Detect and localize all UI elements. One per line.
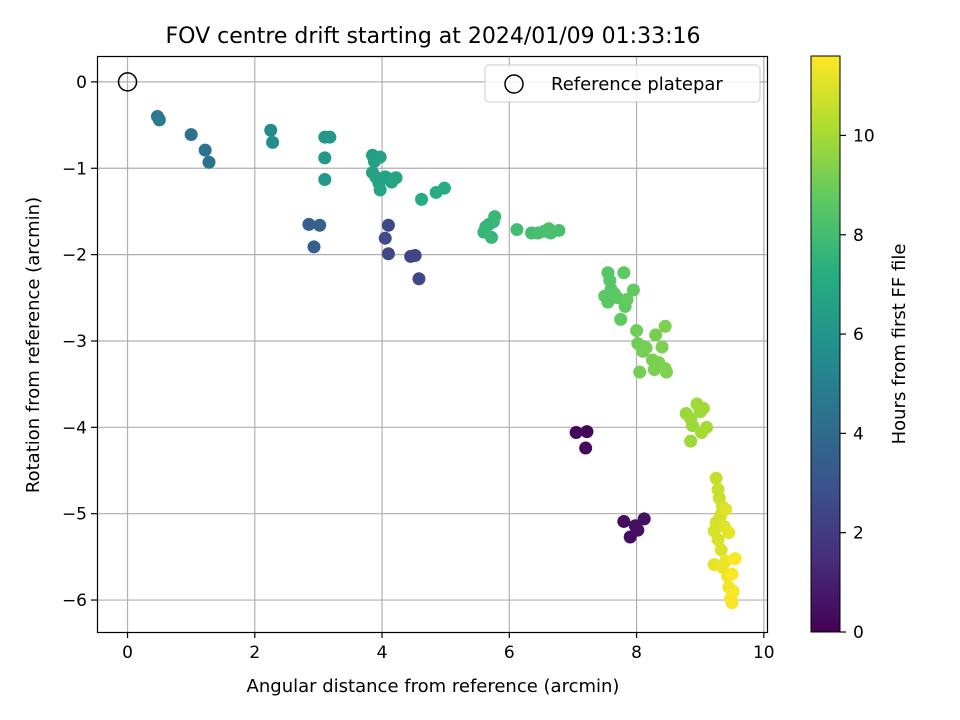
legend-marker bbox=[504, 74, 524, 94]
y-tick-label: 0 bbox=[76, 73, 87, 93]
data-point bbox=[725, 567, 739, 581]
data-point bbox=[510, 223, 524, 237]
data-point bbox=[579, 441, 593, 455]
y-tick-label: −6 bbox=[62, 591, 87, 611]
data-point bbox=[378, 231, 392, 245]
data-point bbox=[658, 319, 672, 333]
data-point bbox=[381, 218, 395, 232]
data-point bbox=[639, 341, 653, 355]
plot-frame bbox=[96, 55, 769, 634]
data-point bbox=[307, 240, 321, 254]
data-point bbox=[614, 312, 628, 326]
data-point bbox=[381, 247, 395, 261]
data-point bbox=[617, 266, 631, 280]
x-axis-ticks: 0 2 4 6 8 10 bbox=[122, 632, 775, 663]
colorbar-ticks: 0 2 4 6 8 10 bbox=[840, 126, 875, 643]
data-point bbox=[484, 230, 498, 244]
data-point bbox=[389, 171, 403, 185]
colorbar-tick-label: 4 bbox=[853, 424, 864, 444]
data-point bbox=[728, 552, 742, 566]
data-point bbox=[323, 130, 337, 144]
data-point bbox=[714, 543, 728, 557]
data-point bbox=[686, 419, 700, 433]
data-point bbox=[152, 113, 166, 127]
colorbar-tick-label: 2 bbox=[853, 524, 864, 544]
y-tick-label: −2 bbox=[62, 246, 87, 266]
data-point bbox=[313, 218, 327, 232]
x-tick-label: 0 bbox=[122, 643, 133, 663]
x-tick-label: 6 bbox=[504, 643, 515, 663]
data-point bbox=[266, 135, 280, 149]
data-point bbox=[552, 223, 566, 237]
data-point bbox=[711, 533, 725, 547]
data-point bbox=[719, 502, 733, 516]
chart-title: FOV centre drift starting at 2024/01/09 … bbox=[166, 24, 701, 49]
x-tick-label: 4 bbox=[377, 643, 388, 663]
colorbar-tick-label: 6 bbox=[853, 325, 864, 345]
data-point bbox=[659, 365, 673, 379]
data-point bbox=[709, 471, 723, 485]
data-point bbox=[633, 365, 647, 379]
data-point bbox=[631, 523, 645, 537]
x-tick-label: 2 bbox=[249, 643, 260, 663]
x-axis-label: Angular distance from reference (arcmin) bbox=[247, 676, 620, 697]
data-point bbox=[373, 150, 387, 164]
data-point bbox=[318, 151, 332, 165]
colorbar-tick-label: 8 bbox=[853, 226, 864, 246]
y-tick-label: −1 bbox=[62, 159, 87, 179]
colorbar-tick-label: 10 bbox=[853, 126, 875, 146]
data-point bbox=[637, 512, 651, 526]
data-point bbox=[722, 526, 736, 540]
data-point bbox=[569, 426, 583, 440]
data-point bbox=[302, 217, 316, 231]
data-point bbox=[630, 324, 644, 338]
data-point bbox=[649, 328, 663, 342]
data-point bbox=[412, 272, 426, 286]
y-axis-ticks: 0 −1 −2 −3 −4 −5 −6 bbox=[62, 73, 97, 611]
x-tick-label: 10 bbox=[753, 643, 775, 663]
y-tick-label: −3 bbox=[62, 332, 87, 352]
data-point bbox=[415, 192, 429, 206]
legend-label: Reference platepar bbox=[551, 74, 723, 95]
y-tick-label: −5 bbox=[62, 505, 87, 525]
data-point bbox=[725, 596, 739, 610]
data-point bbox=[488, 210, 502, 224]
data-point bbox=[373, 183, 387, 197]
legend: Reference platepar bbox=[484, 64, 761, 103]
data-point bbox=[620, 293, 634, 307]
data-point bbox=[264, 123, 278, 137]
y-axis-label: Rotation from reference (arcmin) bbox=[23, 197, 44, 493]
data-point bbox=[684, 434, 698, 448]
data-point bbox=[318, 172, 332, 186]
colorbar-gradient bbox=[810, 55, 841, 633]
data-point bbox=[726, 584, 740, 598]
data-point bbox=[184, 128, 198, 142]
data-point bbox=[626, 283, 640, 297]
x-tick-label: 8 bbox=[631, 643, 642, 663]
data-point bbox=[408, 248, 422, 262]
data-point bbox=[696, 401, 710, 415]
colorbar-tick-label: 0 bbox=[853, 623, 864, 643]
data-point bbox=[580, 425, 594, 439]
data-point bbox=[700, 420, 714, 434]
colorbar-label: Hours from first FF file bbox=[889, 244, 910, 445]
reference-point bbox=[117, 72, 138, 92]
data-point bbox=[198, 143, 212, 157]
data-point bbox=[617, 514, 631, 528]
data-point bbox=[437, 181, 451, 195]
data-point bbox=[655, 340, 669, 354]
y-tick-label: −4 bbox=[62, 418, 87, 438]
legend-box bbox=[484, 64, 761, 103]
data-points bbox=[150, 109, 742, 610]
data-point bbox=[202, 155, 216, 169]
colorbar: 0 2 4 6 8 10 Hours from first FF file bbox=[810, 55, 910, 643]
